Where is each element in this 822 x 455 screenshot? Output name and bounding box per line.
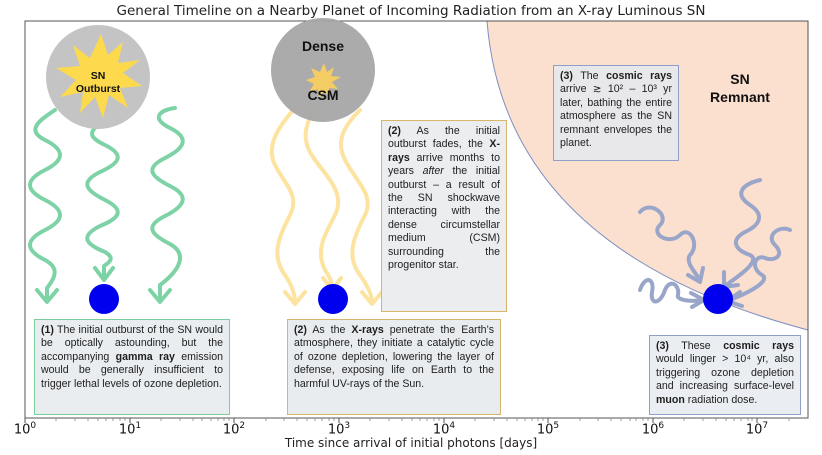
box-text: the initial outburst – a result of the S… <box>388 165 500 272</box>
annotation-box-x-ray-arrival: (2) As the initial outburst fades, the X… <box>381 120 507 312</box>
csm-label-bottom: CSM <box>307 87 339 103</box>
box-bold-text: gamma ray <box>115 350 175 363</box>
tick-exp: 7 <box>762 421 769 431</box>
csm-star-icon <box>306 63 341 99</box>
box-bold-text: muon <box>656 393 685 406</box>
tick-exp: 3 <box>344 421 351 431</box>
tick-base: 10 <box>13 422 31 438</box>
tick-label-10-0: 100 <box>14 421 36 437</box>
tick-base: 10 <box>745 422 763 438</box>
annotation-box-cosmic-ray-linger: (3) These cosmic rays would linger > 10⁴… <box>649 335 801 415</box>
tick-exp: 5 <box>553 421 560 431</box>
tick-label-10-4: 104 <box>433 421 455 437</box>
tick-label-10-5: 105 <box>537 421 559 437</box>
box-text: arrive ≳ 10² – 10³ yr later, bathing the… <box>560 83 672 150</box>
box-italic-text: after <box>422 165 444 178</box>
box-bold-text: X-rays <box>351 324 384 336</box>
tick-base: 10 <box>327 422 345 438</box>
box-text: As the <box>306 324 352 336</box>
box-text: would linger > 10⁴ yr, also triggering o… <box>656 353 794 393</box>
gamma-ray-arrows <box>28 106 185 304</box>
box-number: (1) <box>41 324 54 336</box>
tick-exp: 1 <box>135 421 142 431</box>
annotation-box-gamma-ray: (1) The initial outburst of the SN would… <box>34 319 230 415</box>
annotation-box-x-ray-depletion: (2) As the X-rays penetrate the Earth’s … <box>287 319 501 415</box>
box-text: The initial outburst of the SN would be … <box>41 324 223 363</box>
tick-label-10-6: 106 <box>642 421 664 437</box>
remnant-label: SN Remnant <box>705 70 775 106</box>
tick-exp: 6 <box>658 421 665 431</box>
figure-title: General Timeline on a Nearby Planet of I… <box>116 3 706 19</box>
remnant-label-line2: Remnant <box>710 89 770 105</box>
tick-base: 10 <box>432 422 450 438</box>
tick-label-10-2: 102 <box>223 421 245 437</box>
outburst-star-icon <box>56 34 142 118</box>
tick-exp: 0 <box>30 421 37 431</box>
box-text: These <box>668 340 724 352</box>
planet-stage-3 <box>703 284 733 314</box>
box-text: penetrate the Earth’s atmosphere, they i… <box>294 324 494 390</box>
box-number: (3) <box>656 340 669 352</box>
x-axis-ticks <box>24 418 758 423</box>
x-ray-arrows <box>269 103 384 306</box>
box-bold-text: cosmic rays <box>606 70 672 82</box>
tick-base: 10 <box>222 422 240 438</box>
outburst-label: SN Outburst <box>73 70 123 96</box>
box-text: As the initial outburst fades, the <box>388 125 500 151</box>
tick-exp: 2 <box>239 421 246 431</box>
tick-label-10-1: 101 <box>119 421 141 437</box>
plot-frame <box>24 20 809 419</box>
remnant-label-line1: SN <box>730 71 750 87</box>
box-bold-text: cosmic rays <box>723 340 794 352</box>
tick-exp: 4 <box>449 421 456 431</box>
tick-base: 10 <box>118 422 136 438</box>
box-text: emission would be generally insufficient… <box>41 350 223 390</box>
tick-base: 10 <box>641 422 659 438</box>
planet-stage-1 <box>89 284 119 314</box>
tick-base: 10 <box>536 422 554 438</box>
annotation-box-cosmic-ray-arrival: (3) The cosmic rays arrive ≳ 10² – 10³ y… <box>553 65 679 161</box>
tick-label-10-7: 107 <box>746 421 768 437</box>
x-axis-label: Time since arrival of initial photons [d… <box>284 436 538 450</box>
outburst-label-line1: SN <box>90 70 106 82</box>
box-bold-text: X-rays <box>388 138 500 164</box>
box-text: radiation dose. <box>684 393 758 406</box>
planet-stage-2 <box>318 284 348 314</box>
box-text: arrive months to years <box>388 151 500 178</box>
x-axis-minor-ticks <box>55 418 790 421</box>
box-text: The <box>572 70 607 82</box>
csm-label-top: Dense <box>301 38 345 54</box>
tick-label-10-3: 103 <box>328 421 350 437</box>
box-number: (3) <box>560 70 573 82</box>
outburst-label-line2: Outburst <box>75 83 121 95</box>
box-number: (2) <box>388 125 401 137</box>
box-number: (2) <box>294 324 307 336</box>
